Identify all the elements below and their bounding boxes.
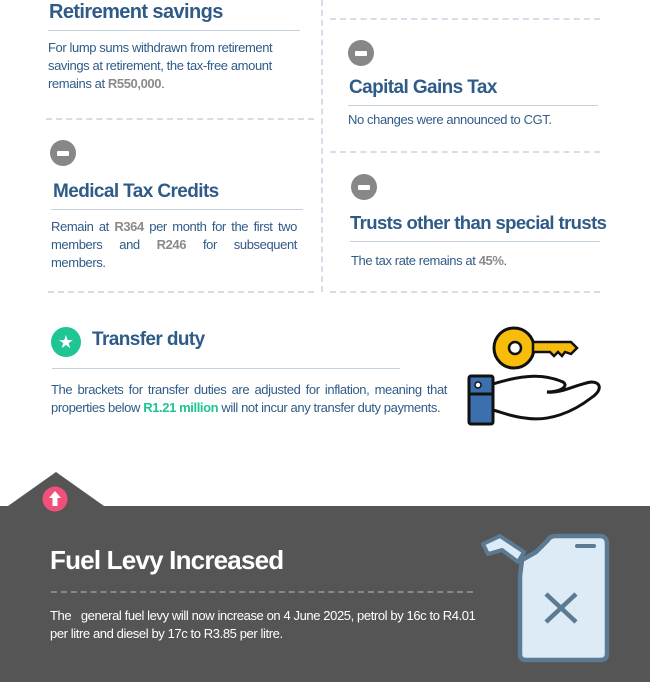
title-rule (348, 105, 598, 106)
retirement-title: Retirement savings (49, 1, 223, 23)
text: will not incur any transfer duty payment… (218, 400, 441, 415)
trusts-title: Trusts other than special trusts (350, 212, 607, 233)
minus-circle-icon (351, 174, 377, 200)
divider (330, 291, 600, 293)
title-rule (350, 241, 600, 242)
transfer-title: Transfer duty (92, 329, 205, 350)
column-divider (321, 0, 323, 292)
text: For lump sums withdrawn from retirement … (48, 40, 273, 91)
divider (330, 18, 600, 20)
title-rule (51, 209, 303, 210)
star-circle-icon: ★ (51, 327, 81, 357)
cgt-text: No changes were announced to CGT. (348, 112, 552, 127)
cgt-title: Capital Gains Tax (349, 77, 497, 98)
value: R246 (156, 237, 187, 252)
divider (48, 291, 314, 293)
text: The brackets for transfer duties are adj… (51, 382, 447, 415)
transfer-text: The brackets for transfer duties are adj… (51, 381, 447, 417)
fuel-title: Fuel Levy Increased (50, 545, 284, 575)
text: Remain at (51, 219, 115, 234)
divider (46, 118, 314, 120)
minus-circle-icon (348, 40, 374, 66)
trusts-text: The tax rate remains at 45%. (351, 252, 507, 270)
jerry-can-icon (481, 533, 610, 663)
text: . (161, 76, 165, 91)
title-rule (48, 30, 300, 31)
text: The tax rate remains at (351, 253, 479, 268)
value: 45% (478, 253, 504, 268)
divider (330, 151, 600, 153)
value: R1.21 million (143, 400, 219, 415)
hand-with-key-icon (467, 326, 601, 426)
text: for subsequent members. (51, 237, 297, 270)
value: R364 (114, 219, 144, 234)
text: . (503, 253, 508, 268)
retirement-text: For lump sums withdrawn from retirement … (48, 39, 302, 93)
title-rule (52, 368, 400, 369)
fuel-text: The general fuel levy will now increase … (50, 608, 479, 641)
medical-text: Remain at R364 per month for the first t… (51, 218, 297, 272)
value: R550,000 (107, 76, 162, 91)
medical-title: Medical Tax Credits (53, 181, 219, 202)
divider (51, 591, 473, 593)
text: per month for the first two members and (51, 219, 297, 252)
minus-circle-icon (50, 140, 76, 166)
arrow-up-circle-icon (42, 486, 68, 512)
